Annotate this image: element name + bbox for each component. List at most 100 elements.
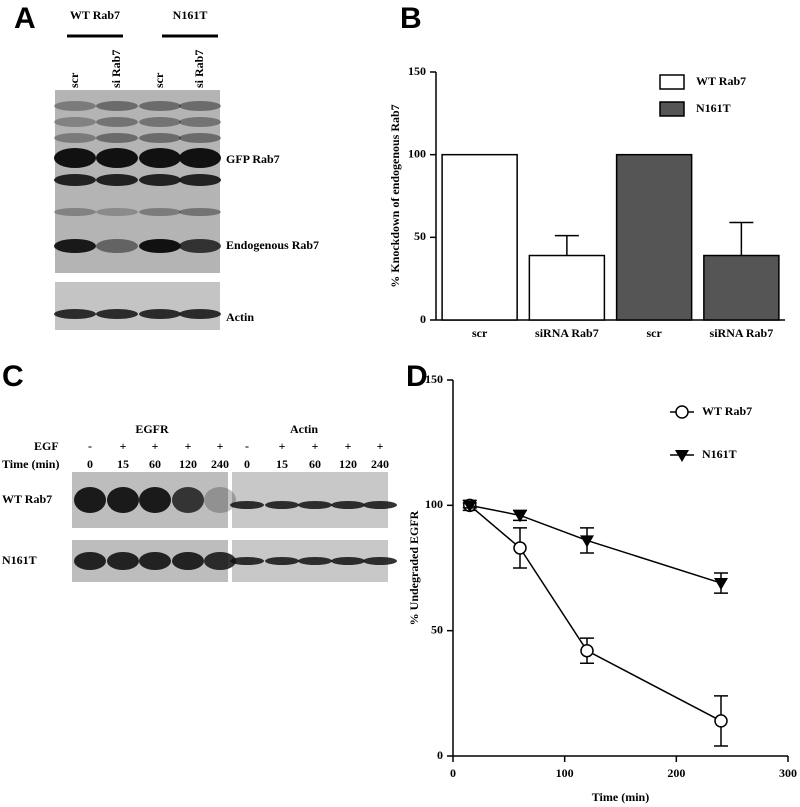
time-label: 60	[309, 457, 321, 471]
blot-band	[363, 501, 397, 509]
blot-band	[54, 239, 96, 253]
series-line	[469, 504, 722, 584]
legend-label: WT Rab7	[702, 404, 752, 418]
point	[513, 510, 527, 523]
y-tick-label: 0	[420, 312, 426, 326]
time-label: 240	[371, 457, 389, 471]
blot-band	[363, 557, 397, 565]
legend-label: WT Rab7	[696, 74, 746, 88]
blot-band	[54, 309, 96, 319]
blot-band	[107, 552, 139, 570]
panel-letter: B	[400, 2, 422, 35]
time-label: 120	[179, 457, 197, 471]
time-label: 0	[87, 457, 93, 471]
band-label: GFP Rab7	[226, 152, 280, 166]
legend-marker	[675, 450, 689, 462]
blot-band	[139, 309, 181, 319]
band-label: Endogenous Rab7	[226, 238, 319, 252]
blot-band	[96, 239, 138, 253]
x-tick-label: 0	[450, 766, 456, 780]
lane-label: si Rab7	[109, 50, 123, 88]
x-tick-label: 100	[556, 766, 574, 780]
x-tick-label: siRNA Rab7	[535, 326, 599, 340]
bar	[615, 153, 693, 321]
time-label: 15	[276, 457, 288, 471]
blot-band	[74, 487, 106, 513]
blot-band	[331, 557, 365, 565]
blot-band	[96, 174, 138, 186]
point	[513, 541, 527, 555]
y-tick-label: 100	[408, 146, 426, 160]
egf-sign: +	[279, 439, 286, 453]
row-title: Time (min)	[2, 457, 59, 471]
egf-sign: -	[88, 439, 92, 453]
lane-label: scr	[152, 72, 166, 88]
egf-sign: -	[245, 439, 249, 453]
blot-band	[179, 309, 221, 319]
legend-swatch	[659, 101, 685, 117]
series-line	[469, 504, 722, 722]
panel-letter: D	[406, 360, 428, 393]
point	[580, 535, 594, 548]
egf-sign: +	[120, 439, 127, 453]
blot-band	[107, 487, 139, 513]
blot-band	[54, 148, 96, 168]
blot-band	[298, 557, 332, 565]
x-tick-label: scr	[646, 326, 662, 340]
blot-band	[230, 501, 264, 509]
blot-band	[230, 557, 264, 565]
blot-band	[331, 501, 365, 509]
y-tick-label: 150	[408, 64, 426, 78]
blot-band	[96, 101, 138, 111]
error-bar	[554, 234, 579, 256]
y-tick-label: 50	[431, 622, 443, 636]
group-label: N161T	[173, 8, 208, 22]
blot-band	[139, 174, 181, 186]
point	[580, 643, 594, 658]
legend-label: N161T	[702, 447, 737, 461]
blot-band	[139, 552, 171, 570]
blot-band	[96, 133, 138, 143]
blot-title: Actin	[290, 422, 318, 436]
blot-band	[179, 148, 221, 168]
blot-band	[96, 148, 138, 168]
blot-band	[204, 487, 236, 513]
blot-band	[179, 208, 221, 216]
blot-band	[139, 239, 181, 253]
time-label: 15	[117, 457, 129, 471]
blot-band	[179, 101, 221, 111]
egf-sign: +	[345, 439, 352, 453]
egf-sign: +	[152, 439, 159, 453]
y-tick-label: 100	[425, 497, 443, 511]
y-tick-label: 0	[437, 748, 443, 762]
blot	[232, 472, 388, 528]
blot-band	[179, 133, 221, 143]
blot-band	[139, 487, 171, 513]
point	[714, 578, 728, 591]
time-label: 0	[244, 457, 250, 471]
row-title: EGF	[34, 439, 59, 453]
blot-band	[139, 208, 181, 216]
blot-band	[179, 174, 221, 186]
blot-band	[74, 552, 106, 570]
legend-label: N161T	[696, 101, 731, 115]
blot-band	[139, 148, 181, 168]
time-label: 240	[211, 457, 229, 471]
blot-band	[204, 552, 236, 570]
y-axis-label: % Undegraded EGFR	[407, 510, 421, 625]
blot-band	[96, 208, 138, 216]
x-tick-label: 200	[667, 766, 685, 780]
x-axis-label: Time (min)	[592, 790, 649, 804]
x-tick-label: siRNA Rab7	[710, 326, 774, 340]
legend-swatch	[659, 74, 685, 90]
bar	[528, 254, 606, 321]
blot-band	[54, 208, 96, 216]
legend-marker	[675, 405, 689, 419]
y-tick-label: 150	[425, 372, 443, 386]
error-bar	[729, 221, 754, 256]
egf-sign: +	[217, 439, 224, 453]
blot-band	[96, 117, 138, 127]
blot-band	[172, 487, 204, 513]
y-axis-label: % Knockdown of endogenous Rab7	[388, 104, 402, 287]
